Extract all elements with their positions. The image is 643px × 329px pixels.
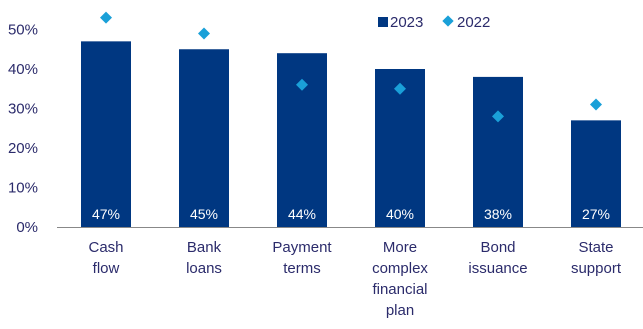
y-axis: 0% 10% 20% 30% 40% 50% [8, 22, 38, 237]
y-tick-label: 20% [8, 140, 38, 157]
marker-2022 [100, 11, 112, 24]
bar-data-label: 38% [484, 206, 512, 222]
y-tick-label: 10% [8, 180, 38, 197]
bar-2023 [81, 41, 131, 227]
category-label: Payment terms [272, 239, 332, 277]
category-label: State support [571, 239, 622, 277]
marker-2022 [296, 78, 308, 91]
bar-data-label: 27% [582, 206, 610, 222]
bar-2023 [473, 76, 523, 228]
legend-label-2023: 2023 [390, 14, 423, 31]
bars-2023: 47% 45% 44% 40% 38% 27% [81, 41, 621, 228]
category-label: Bond issuance [468, 239, 527, 277]
y-tick-label: 0% [16, 219, 38, 236]
legend-swatch-2023 [378, 17, 388, 27]
bar-2023 [375, 69, 425, 227]
marker-2022 [590, 98, 602, 111]
legend-swatch-2022 [442, 15, 454, 27]
category-label: Bank loans [186, 239, 222, 277]
marker-2022 [492, 110, 504, 123]
legend-label-2022: 2022 [457, 14, 490, 31]
category-label: More complex financial plan [372, 239, 428, 319]
bar-data-label: 40% [386, 206, 414, 222]
marker-2022 [394, 82, 406, 95]
bar-2023 [179, 49, 229, 227]
bar-data-label: 45% [190, 206, 218, 222]
y-tick-label: 50% [8, 22, 38, 39]
category-labels: Cash flow Bank loans Payment terms More complex… [88, 239, 621, 319]
bar-data-label: 47% [92, 206, 120, 222]
y-tick-label: 30% [8, 101, 38, 118]
markers-2022 [100, 11, 602, 123]
bar-data-label: 44% [288, 206, 316, 222]
marker-2022 [198, 27, 210, 40]
y-tick-label: 40% [8, 61, 38, 78]
legend: 2023 2022 [378, 14, 490, 31]
category-label: Cash flow [88, 239, 123, 277]
bar-2023 [571, 120, 621, 227]
